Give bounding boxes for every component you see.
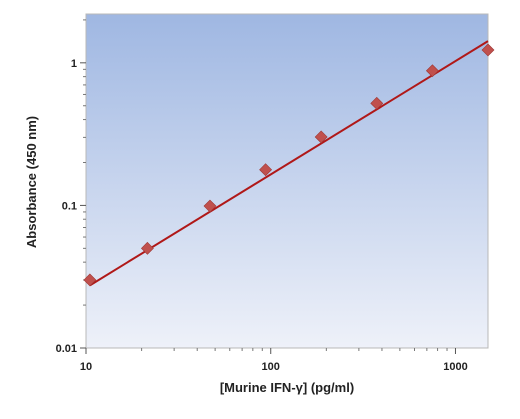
x-tick-label: 1000 <box>443 361 467 373</box>
data-point <box>83 273 97 287</box>
y-axis-title: Absorbance (450 nm) <box>24 116 39 248</box>
data-point <box>425 64 439 78</box>
x-tick-label: 100 <box>262 361 280 373</box>
y-tick-label: 0.1 <box>62 200 77 212</box>
data-point <box>370 96 384 110</box>
data-points-group <box>83 43 495 287</box>
y-tick-label: 0.01 <box>56 343 77 355</box>
x-axis: 10 100 1000 <box>80 348 468 373</box>
data-point <box>203 199 217 213</box>
fit-line-group <box>89 40 489 287</box>
y-axis: 0.01 0.1 1 <box>56 19 86 355</box>
data-point <box>140 241 154 255</box>
x-tick-label: 10 <box>80 361 92 373</box>
x-axis-title: [Murine IFN-γ] (pg/ml) <box>220 380 354 395</box>
data-point <box>481 43 495 57</box>
data-point <box>259 163 273 177</box>
fit-line <box>89 40 489 287</box>
data-point <box>314 130 328 144</box>
y-tick-label: 1 <box>71 58 77 70</box>
plot-area <box>85 13 489 349</box>
